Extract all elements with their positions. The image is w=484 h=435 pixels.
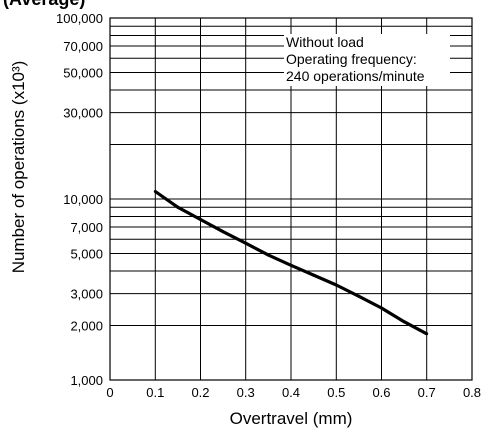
data-point — [425, 332, 429, 336]
x-tick-label: 0 — [106, 385, 113, 400]
annotation-line-2: Operating frequency: — [286, 51, 417, 67]
x-tick-label: 0.5 — [327, 385, 345, 400]
data-point — [380, 306, 383, 310]
y-tick-label: 3,000 — [70, 287, 103, 302]
data-point — [334, 283, 338, 287]
y-tick-label: 30,000 — [63, 106, 103, 121]
x-tick-label: 0.2 — [191, 385, 209, 400]
data-point — [221, 230, 225, 234]
y-tick-label: 70,000 — [63, 39, 103, 54]
data-point — [153, 190, 157, 193]
x-tick-label: 0.3 — [237, 385, 255, 400]
y-axis-label: Number of operations (x10³) — [9, 61, 28, 274]
data-point — [357, 294, 361, 298]
y-tick-label: 1,000 — [70, 373, 103, 388]
data-point — [312, 273, 316, 277]
data-point — [244, 241, 248, 245]
data-point — [176, 205, 180, 209]
plot-frame — [109, 17, 473, 381]
x-tick-label: 0.7 — [418, 385, 436, 400]
chart-header-fragment: (Average) — [3, 0, 85, 10]
y-tick-label: 100,000 — [56, 11, 103, 26]
x-tick-labels: 0 0.1 0.2 0.3 0.4 0.5 0.6 0.7 0.8 — [106, 385, 481, 400]
x-tick-label: 0.8 — [463, 385, 481, 400]
annotation-line-3: 240 operations/minute — [286, 68, 425, 84]
data-point — [199, 218, 202, 221]
chart-annotation: Without load Operating frequency: 240 op… — [284, 34, 450, 86]
y-tick-label: 5,000 — [70, 247, 103, 262]
y-tick-label: 50,000 — [63, 66, 103, 81]
x-tick-label: 0.1 — [146, 385, 164, 400]
y-tick-label: 2,000 — [70, 319, 103, 334]
x-axis-label: Overtravel (mm) — [230, 409, 353, 428]
x-tick-label: 0.4 — [282, 385, 300, 400]
y-tick-label: 7,000 — [70, 220, 103, 235]
x-tick-label: 0.6 — [372, 385, 390, 400]
y-tick-label: 10,000 — [63, 192, 103, 207]
data-point — [289, 263, 293, 267]
series-layer — [153, 190, 429, 336]
annotation-line-1: Without load — [286, 34, 364, 50]
data-point — [266, 253, 270, 257]
data-point — [402, 320, 406, 324]
y-tick-labels: 1,000 2,000 3,000 5,000 7,000 10,000 30,000 50,… — [56, 11, 103, 388]
